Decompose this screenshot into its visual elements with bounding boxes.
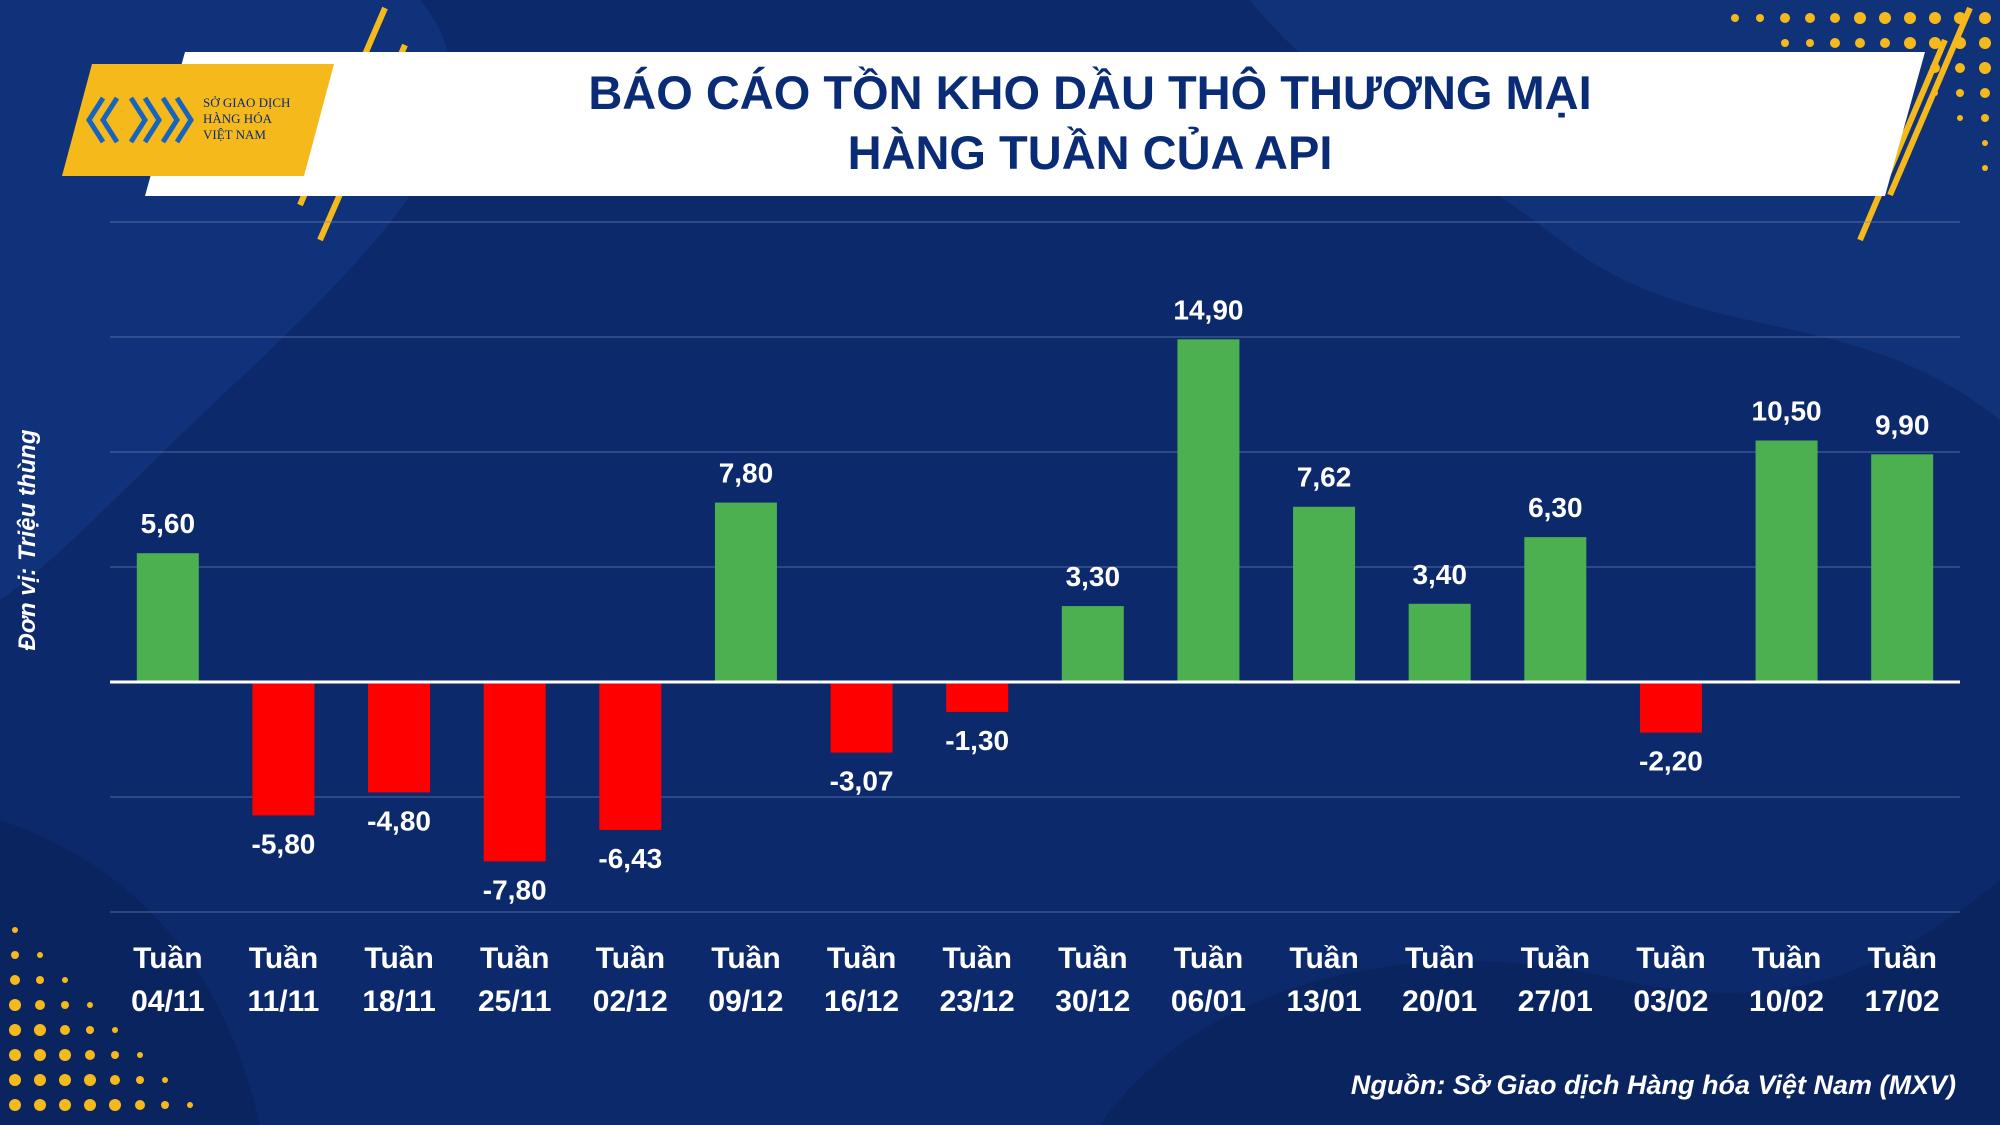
data-label-2: -4,80 (367, 805, 431, 836)
chart-title: BÁO CÁO TỒN KHO DẦU THÔ THƯƠNG MẠI HÀNG … (330, 58, 1850, 188)
bar-5 (714, 502, 777, 682)
gridlines (110, 221, 1960, 913)
data-label-6: -3,07 (830, 766, 894, 797)
x-tick-label-13-1: 03/02 (1633, 985, 1708, 1018)
chart-title-line-2: HÀNG TUẦN CỦA API (847, 126, 1333, 179)
title-banner (145, 52, 1925, 196)
bar-2 (368, 682, 431, 793)
bar-0 (136, 553, 199, 682)
data-label-12: 6,30 (1528, 492, 1583, 523)
x-tick-label-2-0: Tuần (364, 942, 433, 975)
data-label-14: 10,50 (1752, 396, 1822, 427)
bar-4 (599, 682, 662, 830)
x-tick-label-12-0: Tuần (1521, 942, 1590, 975)
data-label-9: 14,90 (1173, 294, 1243, 325)
data-label-0: 5,60 (141, 508, 196, 539)
x-tick-label-0-1: 04/11 (131, 985, 204, 1018)
x-tick-label-12-1: 27/01 (1518, 985, 1593, 1018)
data-labels: 5,60 -5,80 -4,80 -7,80 -6,43 7,80 -3,07 -1,30 3,… (141, 294, 1930, 905)
x-tick-label-15-1: 17/02 (1865, 985, 1940, 1018)
x-tick-label-11-0: Tuần (1405, 942, 1474, 975)
x-tick-label-1-0: Tuần (249, 942, 318, 975)
data-label-1: -5,80 (252, 828, 316, 859)
logo-mark-icon (86, 96, 194, 144)
bar-6 (830, 682, 893, 753)
data-label-10: 7,62 (1297, 462, 1352, 493)
x-tick-label-6-0: Tuần (827, 942, 896, 975)
x-tick-label-6-1: 16/12 (824, 985, 899, 1018)
bar-8 (1061, 606, 1124, 682)
x-tick-label-7-1: 23/12 (940, 985, 1015, 1018)
data-label-15: 9,90 (1875, 409, 1930, 440)
x-tick-label-0-0: Tuần (133, 942, 202, 975)
x-tick-label-14-0: Tuần (1752, 942, 1821, 975)
data-label-4: -6,43 (598, 843, 662, 874)
x-tick-label-7-0: Tuần (942, 942, 1011, 975)
bar-3 (483, 682, 546, 862)
data-label-5: 7,80 (719, 458, 774, 489)
data-label-3: -7,80 (483, 874, 547, 905)
bar-15 (1871, 454, 1934, 682)
x-tick-label-4-0: Tuần (596, 942, 665, 975)
bar-10 (1293, 506, 1356, 682)
x-tick-label-3-0: Tuần (480, 942, 549, 975)
x-tick-label-15-0: Tuần (1867, 942, 1936, 975)
chart-title-line-1: BÁO CÁO TỒN KHO DẦU THÔ THƯƠNG MẠI (588, 66, 1592, 119)
x-tick-label-5-0: Tuần (711, 942, 780, 975)
bars (136, 339, 1934, 862)
x-tick-label-5-1: 09/12 (708, 985, 783, 1018)
x-tick-label-14-1: 10/02 (1749, 985, 1824, 1018)
x-tick-label-1-1: 11/11 (248, 985, 320, 1018)
x-tick-label-3-1: 25/11 (478, 985, 551, 1018)
x-tick-label-13-0: Tuần (1636, 942, 1705, 975)
data-label-11: 3,40 (1412, 559, 1467, 590)
source-note: Nguồn: Sở Giao dịch Hàng hóa Việt Nam (M… (1350, 1070, 1956, 1100)
bar-11 (1408, 603, 1471, 682)
data-label-7: -1,30 (945, 725, 1009, 756)
x-tick-label-9-1: 06/01 (1171, 985, 1246, 1018)
x-tick-label-8-0: Tuần (1058, 942, 1127, 975)
logo-line-1: SỞ GIAO DỊCH (203, 95, 291, 110)
data-label-8: 3,30 (1066, 561, 1121, 592)
bar-14 (1755, 440, 1818, 682)
x-tick-label-4-1: 02/12 (593, 985, 668, 1018)
bar-1 (252, 682, 315, 816)
bar-12 (1524, 537, 1587, 682)
data-label-13: -2,20 (1639, 746, 1703, 777)
x-tick-label-8-1: 30/12 (1055, 985, 1130, 1018)
x-tick-label-11-1: 20/01 (1402, 985, 1477, 1018)
bar-13 (1639, 682, 1702, 733)
x-tick-label-9-0: Tuần (1174, 942, 1243, 975)
logo-text: SỞ GIAO DỊCH HÀNG HÓA VIỆT NAM (203, 95, 323, 143)
x-tick-label-2-1: 18/11 (362, 985, 435, 1018)
logo-line-3: VIỆT NAM (203, 127, 266, 142)
logo-box (62, 64, 334, 176)
bar-9 (1177, 339, 1240, 682)
bar-7 (946, 682, 1009, 712)
x-tick-label-10-0: Tuần (1289, 942, 1358, 975)
logo-line-2: HÀNG HÓA (203, 111, 272, 126)
x-axis-labels: Tuần 04/11 Tuần 11/11 Tuần 18/11 Tuần 25/11 Tuần… (131, 942, 1940, 1018)
x-tick-label-10-1: 13/01 (1287, 985, 1362, 1018)
